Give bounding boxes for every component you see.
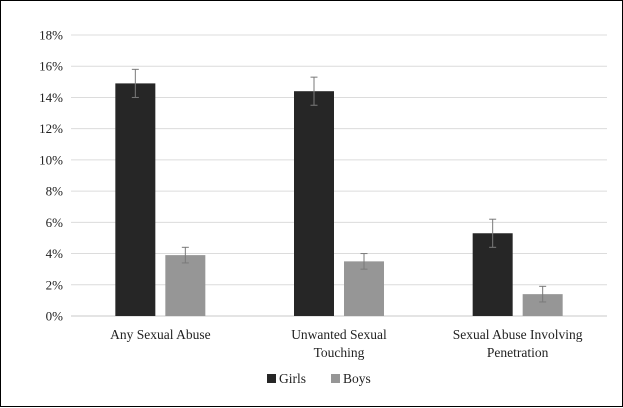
bar-boys <box>165 255 206 316</box>
x-category-label: Any Sexual Abuse <box>110 327 211 342</box>
x-category-label: Touching <box>314 345 365 360</box>
y-tick-label: 14% <box>39 90 63 105</box>
y-axis-ticks: 0% 2% 4% 6% 8% 10% 12% 14% 16% 18% <box>39 28 63 324</box>
y-tick-label: 0% <box>46 309 64 324</box>
bar-boys <box>522 294 563 316</box>
x-category-label: Penetration <box>487 345 549 360</box>
bar-boys <box>344 261 384 316</box>
y-tick-label: 10% <box>39 152 63 167</box>
y-tick-label: 16% <box>39 59 63 74</box>
grid-lines <box>71 34 607 317</box>
y-tick-label: 8% <box>46 184 64 199</box>
legend-swatch-boys <box>331 374 340 383</box>
bar-girls <box>294 91 334 316</box>
legend-label-girls: Girls <box>279 371 306 386</box>
y-tick-label: 12% <box>39 121 63 136</box>
legend-label-boys: Boys <box>343 371 371 386</box>
x-category-label: Unwanted Sexual <box>291 327 387 342</box>
bar-girls <box>115 83 156 317</box>
y-tick-label: 6% <box>46 215 64 230</box>
bars <box>115 83 563 317</box>
y-tick-label: 18% <box>39 28 63 43</box>
legend-swatch-girls <box>267 374 276 383</box>
y-tick-label: 2% <box>46 277 64 292</box>
x-axis-labels: Any Sexual Abuse Unwanted Sexual Touching S… <box>110 327 583 360</box>
x-category-label: Sexual Abuse Involving <box>453 327 583 342</box>
legend: Girls Boys <box>267 371 371 386</box>
error-bars <box>131 68 547 303</box>
y-tick-label: 4% <box>46 246 64 261</box>
